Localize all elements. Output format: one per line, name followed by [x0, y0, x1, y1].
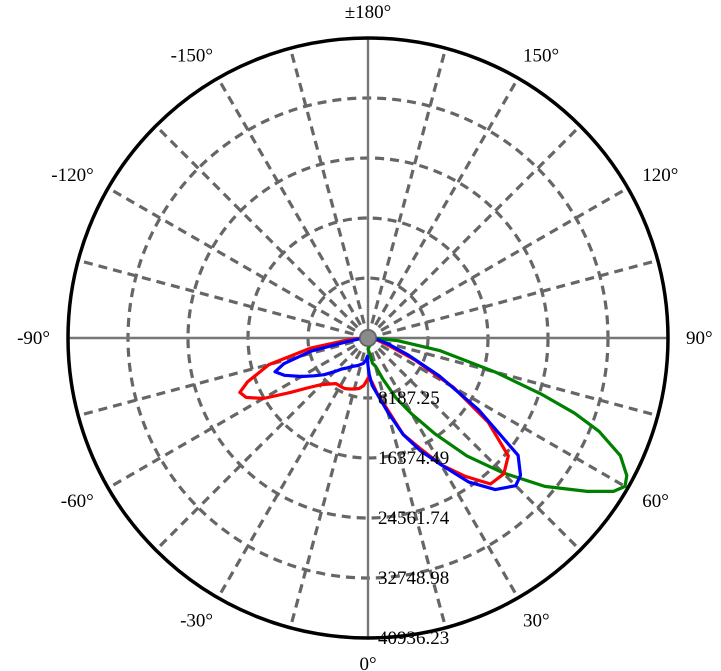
series-curve-1 [366, 336, 629, 493]
radial-label-3: 24561.74 [378, 508, 450, 529]
radial-label-4: 32748.98 [378, 568, 449, 589]
angle-label-5: 150° [523, 46, 559, 67]
angle-label-6: ±180° [345, 2, 392, 23]
angle-label-0: 0° [359, 654, 376, 671]
grid-spoke-225 [154, 124, 370, 340]
grid-spoke-60 [367, 336, 629, 490]
labels-layer: 0° 30° 60° 90° 120° 150° ±180° -150° -120° -90° -6… [17, 2, 713, 671]
grid-spoke-150 [366, 77, 520, 339]
angle-label-2: 60° [642, 491, 669, 512]
angle-label-3: 90° [686, 328, 713, 349]
angle-label-7: -150° [171, 46, 213, 67]
angle-label-1: 30° [523, 610, 550, 631]
grid-spoke-240 [107, 186, 369, 340]
polar-grid [66, 36, 670, 640]
grid-spoke-15 [366, 337, 448, 629]
radial-label-5: 40936.23 [378, 628, 449, 649]
grid-spoke-30 [366, 337, 520, 599]
center-dot [359, 329, 377, 347]
grid-spoke-135 [366, 124, 582, 340]
radial-label-1: 8187.25 [378, 388, 440, 409]
grid-spoke-345 [288, 337, 370, 629]
grid-spoke-195 [288, 47, 370, 339]
grid-spoke-105 [367, 258, 659, 340]
outer-boundary [66, 36, 670, 640]
grid-spoke-285 [77, 336, 369, 418]
angle-label-8: -120° [51, 165, 93, 186]
center-hub [359, 329, 377, 347]
grid-spoke-75 [367, 336, 659, 418]
grid-spoke-210 [216, 77, 370, 339]
grid-spoke-165 [366, 47, 448, 339]
grid-spoke-120 [367, 186, 629, 340]
angle-label-11: -30° [180, 610, 213, 631]
angle-label-4: 120° [642, 165, 678, 186]
grid-spoke-300 [107, 336, 369, 490]
grid-spoke-255 [77, 258, 369, 340]
grid-spoke-330 [216, 337, 370, 599]
radial-label-2: 16374.49 [378, 448, 449, 469]
series-layer [238, 336, 629, 493]
series-curve-3 [273, 336, 523, 492]
angle-label-9: -90° [17, 328, 50, 349]
grid-spoke-45 [366, 336, 582, 552]
angle-label-10: -60° [61, 491, 94, 512]
